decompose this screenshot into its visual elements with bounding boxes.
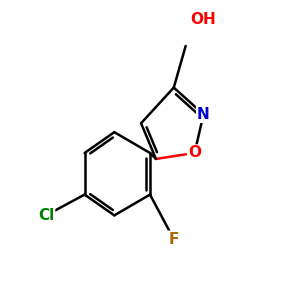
Text: F: F [169,232,179,247]
Text: O: O [188,146,201,160]
Text: OH: OH [190,12,216,27]
Text: N: N [197,107,210,122]
Text: Cl: Cl [38,208,54,223]
